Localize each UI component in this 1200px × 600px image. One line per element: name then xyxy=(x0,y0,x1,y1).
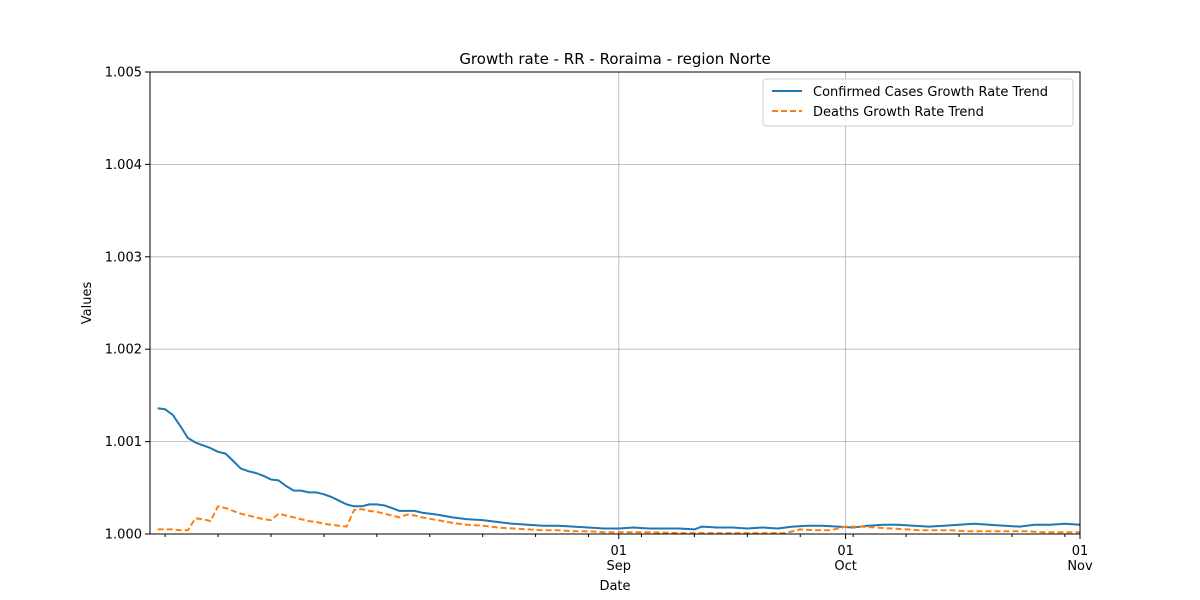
x-tick-day: 01 xyxy=(1072,544,1089,559)
y-axis: 1.000 1.001 1.002 1.003 1.004 1.005 xyxy=(105,66,150,543)
legend-box xyxy=(762,78,1074,127)
y-tick-label: 1.002 xyxy=(105,343,142,358)
x-tick-month: Nov xyxy=(1067,559,1093,574)
x-tick-month: Oct xyxy=(834,559,856,574)
plot-frame xyxy=(149,71,1081,535)
series-layer xyxy=(157,407,1081,535)
legend-label-confirmed: Confirmed Cases Growth Rate Trend xyxy=(813,85,1048,100)
x-tick-day: 01 xyxy=(837,544,854,559)
chart-title: Growth rate - RR - Roraima - region Nort… xyxy=(459,50,770,68)
series-line-deaths xyxy=(157,505,1080,535)
x-axis-label: Date xyxy=(599,579,630,594)
x-tick-month: Sep xyxy=(607,559,632,574)
y-tick-label: 1.001 xyxy=(105,435,142,450)
y-axis-label: Values xyxy=(80,282,95,325)
y-tick-label: 1.005 xyxy=(105,66,142,81)
series-line-confirmed xyxy=(157,407,1081,531)
y-tick-label: 1.003 xyxy=(105,250,142,265)
x-tick-day: 01 xyxy=(611,544,628,559)
y-tick-label: 1.004 xyxy=(105,158,142,173)
legend-label-deaths: Deaths Growth Rate Trend xyxy=(813,105,984,120)
legend: Confirmed Cases Growth Rate Trend Deaths… xyxy=(762,78,1074,127)
y-tick-label: 1.000 xyxy=(105,528,142,543)
